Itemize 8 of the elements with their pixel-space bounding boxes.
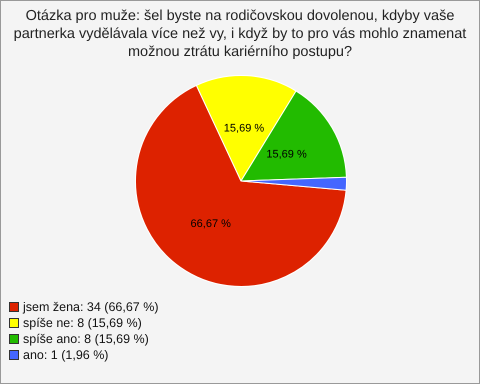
legend-label: jsem žena: 34 (66,67 %) <box>23 300 158 314</box>
data-label: 15,69 % <box>224 122 264 134</box>
legend-label: spíše ne: 8 (15,69 %) <box>23 316 142 330</box>
data-label: 66,67 % <box>190 218 232 230</box>
legend-label: spíše ano: 8 (15,69 %) <box>23 332 149 346</box>
legend-label: ano: 1 (1,96 %) <box>23 348 108 362</box>
data-label: 15,69 % <box>266 148 307 160</box>
chart-title: Otázka pro muže: šel byste na rodičovskou dovolenou, kdyby vaše partnerka vydělávala více než vy, i když by to pro vás mohlo znamenat možnou ztrátu kariérního postupu? <box>12 7 468 61</box>
